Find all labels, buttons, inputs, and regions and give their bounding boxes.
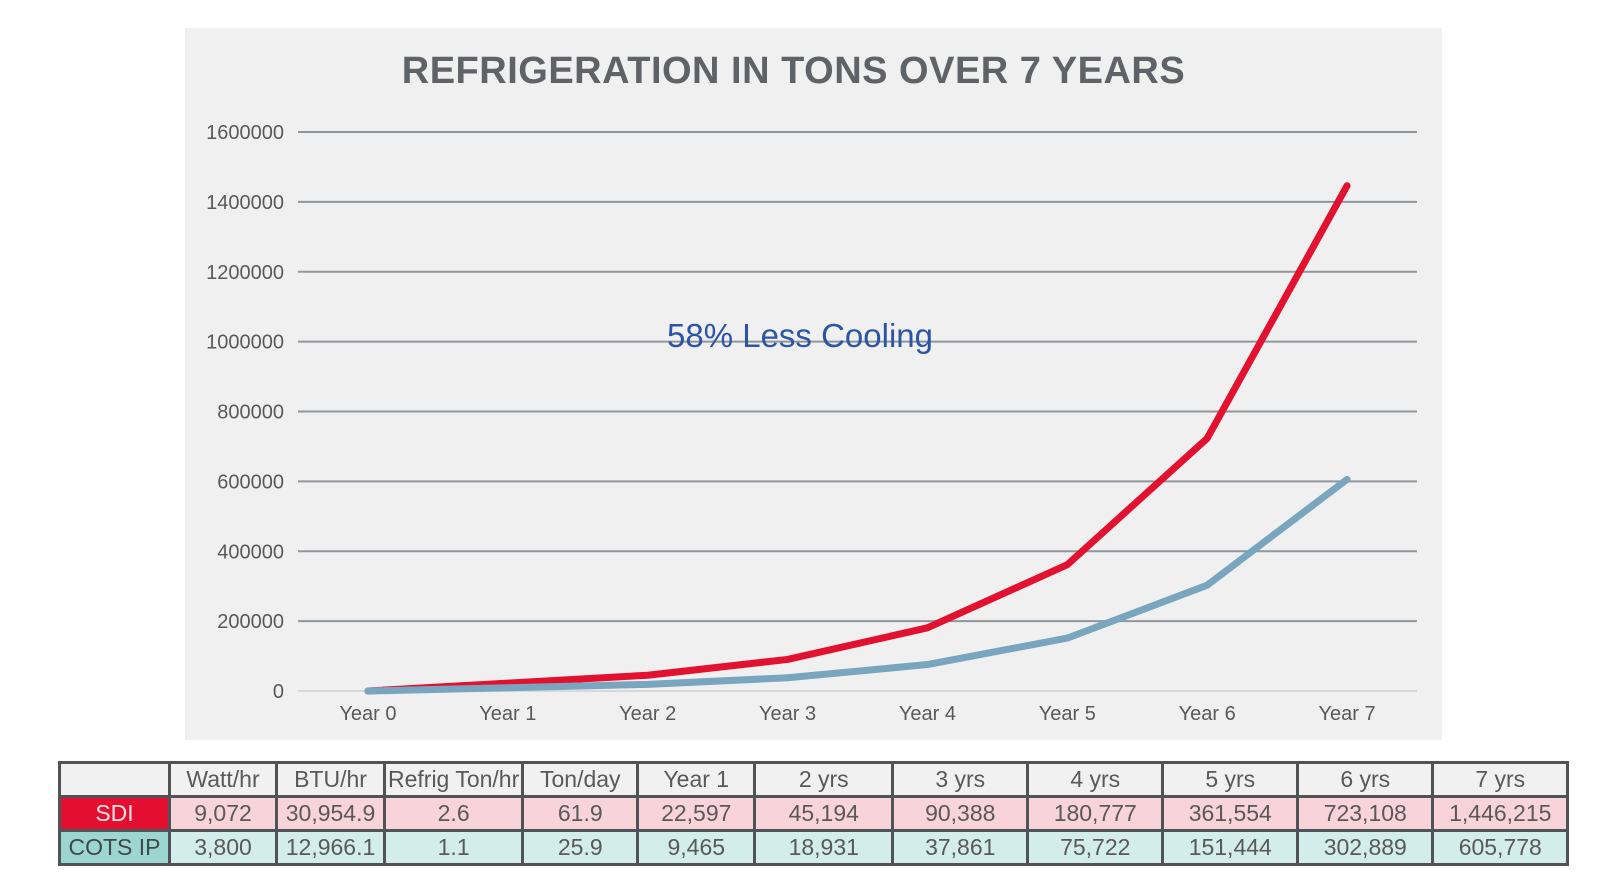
x-tick-label: Year 1 xyxy=(479,703,536,725)
corner-cell xyxy=(58,761,171,798)
line-chart-canvas: 0 200000 400000 600000 800000 1000000 1200000 1… xyxy=(206,122,1417,725)
column-header: 2 yrs xyxy=(753,761,895,798)
table-cell: 2.6 xyxy=(382,795,525,832)
y-tick-label: 1000000 xyxy=(206,332,284,354)
table-cell: 90,388 xyxy=(891,795,1030,832)
column-header: 7 yrs xyxy=(1431,761,1570,798)
table-cell: 25.9 xyxy=(521,829,640,866)
column-header: Refrig Ton/hr xyxy=(382,761,525,798)
x-tick-label: Year 3 xyxy=(759,703,816,725)
table-cell: 45,194 xyxy=(753,795,895,832)
table-cell: 361,554 xyxy=(1161,795,1300,832)
y-tick-label: 1600000 xyxy=(206,122,284,144)
table-cell: 37,861 xyxy=(891,829,1030,866)
table-cell: 9,072 xyxy=(168,795,278,832)
x-tick-label: Year 7 xyxy=(1319,703,1376,725)
table-cell: 1.1 xyxy=(382,829,525,866)
column-header: Watt/hr xyxy=(168,761,278,798)
chart-annotation: 58% Less Cooling xyxy=(667,317,933,354)
table-cell: 302,889 xyxy=(1296,829,1435,866)
table-cell: 180,777 xyxy=(1026,795,1165,832)
table-cell: 30,954.9 xyxy=(275,795,386,832)
y-tick-label: 0 xyxy=(273,681,284,703)
x-tick-label: Year 5 xyxy=(1039,703,1096,725)
column-header: Year 1 xyxy=(636,761,757,798)
refrigeration-chart: 0 200000 400000 600000 800000 1000000 1200000 1… xyxy=(185,28,1442,740)
series-line-cots-ip xyxy=(364,475,1351,695)
chart-title: REFRIGERATION IN TONS OVER 7 YEARS xyxy=(401,50,1186,92)
table-cell: 18,931 xyxy=(753,829,895,866)
column-header: Ton/day xyxy=(521,761,640,798)
x-tick-label: Year 6 xyxy=(1179,703,1236,725)
column-header: 6 yrs xyxy=(1296,761,1435,798)
x-tick-label: Year 2 xyxy=(619,703,676,725)
y-tick-label: 600000 xyxy=(217,471,284,493)
y-tick-label: 1200000 xyxy=(206,262,284,284)
y-tick-label: 200000 xyxy=(217,611,284,633)
table-cell: 61.9 xyxy=(521,795,640,832)
y-tick-label: 400000 xyxy=(217,541,284,563)
table-cell: 3,800 xyxy=(168,829,278,866)
table-cell: 12,966.1 xyxy=(275,829,386,866)
table-cell: 605,778 xyxy=(1431,829,1570,866)
column-header: 5 yrs xyxy=(1161,761,1300,798)
table-cell: 22,597 xyxy=(636,795,757,832)
y-tick-label: 1400000 xyxy=(206,192,284,214)
x-tick-label: Year 4 xyxy=(899,703,956,725)
table-cell: 75,722 xyxy=(1026,829,1165,866)
y-tick-label: 800000 xyxy=(217,402,284,424)
table-cell: 151,444 xyxy=(1161,829,1300,866)
row-label: COTS IP xyxy=(58,829,171,866)
column-header: 4 yrs xyxy=(1026,761,1165,798)
x-tick-label: Year 0 xyxy=(339,703,396,725)
row-label: SDI xyxy=(58,795,171,832)
table-row-sdi: SDI 9,072 30,954.9 2.6 61.9 22,597 45,194 90,38… xyxy=(58,795,1570,832)
table-cell: 9,465 xyxy=(636,829,757,866)
table-row-cots-ip: COTS IP 3,800 12,966.1 1.1 25.9 9,465 18,931 37… xyxy=(58,829,1570,866)
series-line-sdi xyxy=(364,182,1351,695)
column-header: BTU/hr xyxy=(275,761,386,798)
table-body: SDI 9,072 30,954.9 2.6 61.9 22,597 45,194 90,38… xyxy=(58,795,1570,866)
table-cell: 723,108 xyxy=(1296,795,1435,832)
column-header: 3 yrs xyxy=(891,761,1030,798)
table-cell: 1,446,215 xyxy=(1431,795,1570,832)
